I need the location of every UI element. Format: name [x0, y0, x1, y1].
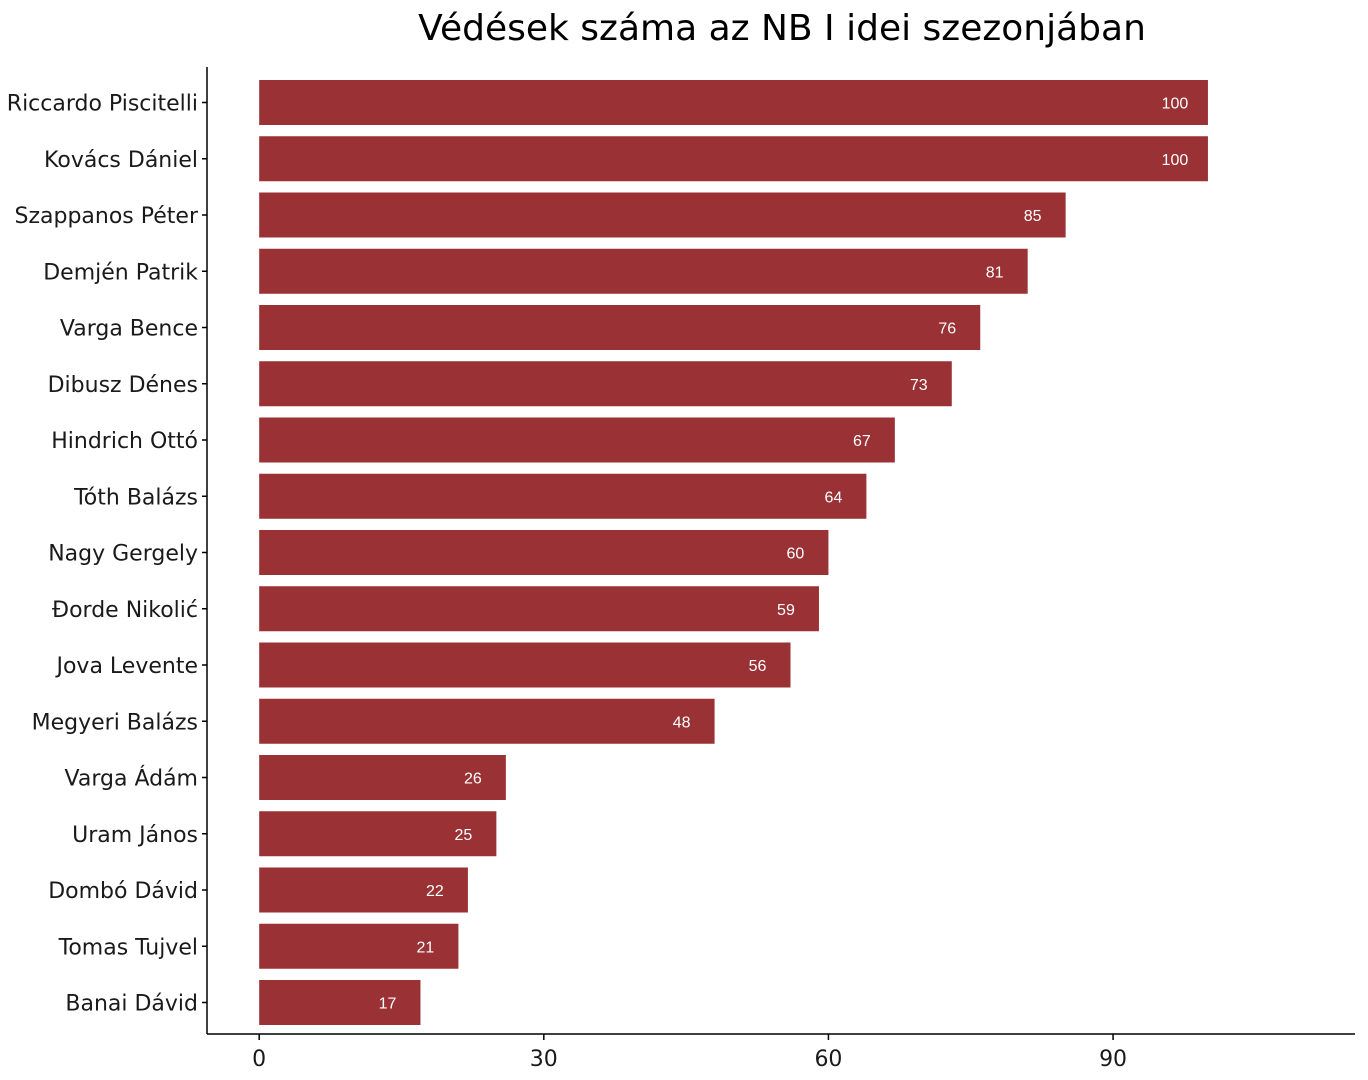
bar: [259, 923, 459, 969]
bar: [259, 811, 497, 857]
bar: [259, 361, 952, 407]
bar: [259, 305, 981, 350]
x-tick-label: 0: [252, 1047, 266, 1072]
category-label: Szappanos Péter: [15, 204, 199, 229]
bar: [259, 698, 715, 744]
bar: [259, 642, 791, 688]
category-label: Dombó Dávid: [48, 879, 198, 904]
category-label: Nagy Gergely: [48, 542, 198, 567]
category-label: Banai Dávid: [65, 992, 198, 1017]
chart-title: Védések száma az NB I idei szezonjában: [418, 8, 1146, 49]
bar-value-label: 22: [426, 883, 444, 900]
bars-layer: 100 100 85 81 76 73 67 64 60 59 56 48 26 25 22 21 17: [259, 80, 1208, 1025]
y-axis-ticks: Riccardo Piscitelli Kovács Dániel Szappano…: [7, 92, 207, 1017]
bar: [259, 473, 867, 519]
axes-layer: [206, 67, 1355, 1035]
bar-value-label: 25: [454, 827, 472, 844]
category-label: Uram János: [72, 823, 198, 848]
bar: [259, 80, 1208, 125]
x-tick-label: 30: [530, 1047, 558, 1072]
bar: [259, 192, 1066, 238]
bar-value-label: 81: [986, 264, 1004, 281]
category-label: Megyeri Balázs: [32, 710, 198, 735]
bar: [259, 417, 895, 463]
bar-value-label: 26: [464, 771, 482, 788]
bar: [259, 136, 1208, 182]
bar: [259, 248, 1028, 294]
bar-value-label: 21: [417, 939, 435, 956]
bar-value-label: 59: [777, 602, 795, 619]
bar-value-label: 76: [938, 321, 956, 338]
category-label: Tomas Tujvel: [58, 935, 198, 960]
category-label: Varga Ádám: [65, 766, 198, 792]
category-label: Tóth Balázs: [73, 485, 198, 510]
bar-value-label: 60: [787, 546, 805, 563]
bar-value-label: 85: [1024, 208, 1042, 225]
bar: [259, 980, 421, 1025]
category-label: Hindrich Ottó: [51, 429, 198, 454]
x-axis-ticks: 0 30 60 90: [252, 1034, 1127, 1072]
bar-value-label: 64: [824, 489, 842, 506]
x-tick-label: 60: [814, 1047, 842, 1072]
category-label: Varga Bence: [60, 317, 198, 342]
bar-value-label: 67: [853, 433, 871, 450]
bar: [259, 755, 506, 800]
bar: [259, 586, 819, 632]
category-label: Kovács Dániel: [44, 148, 198, 173]
category-label: Đorde Nikolić: [52, 598, 198, 623]
category-label: Dibusz Dénes: [48, 373, 198, 398]
bar: [259, 530, 829, 575]
bar: [259, 867, 468, 913]
x-tick-label: 90: [1099, 1047, 1127, 1072]
bar-value-label: 100: [1162, 96, 1189, 113]
bar-value-label: 73: [910, 377, 928, 394]
bar-value-label: 100: [1162, 152, 1189, 169]
category-label: Jova Levente: [54, 654, 198, 679]
bar-value-label: 56: [749, 658, 767, 675]
category-label: Demjén Patrik: [43, 260, 198, 285]
bar-value-label: 17: [379, 996, 397, 1013]
bar-value-label: 48: [673, 714, 691, 731]
category-label: Riccardo Piscitelli: [7, 92, 198, 117]
